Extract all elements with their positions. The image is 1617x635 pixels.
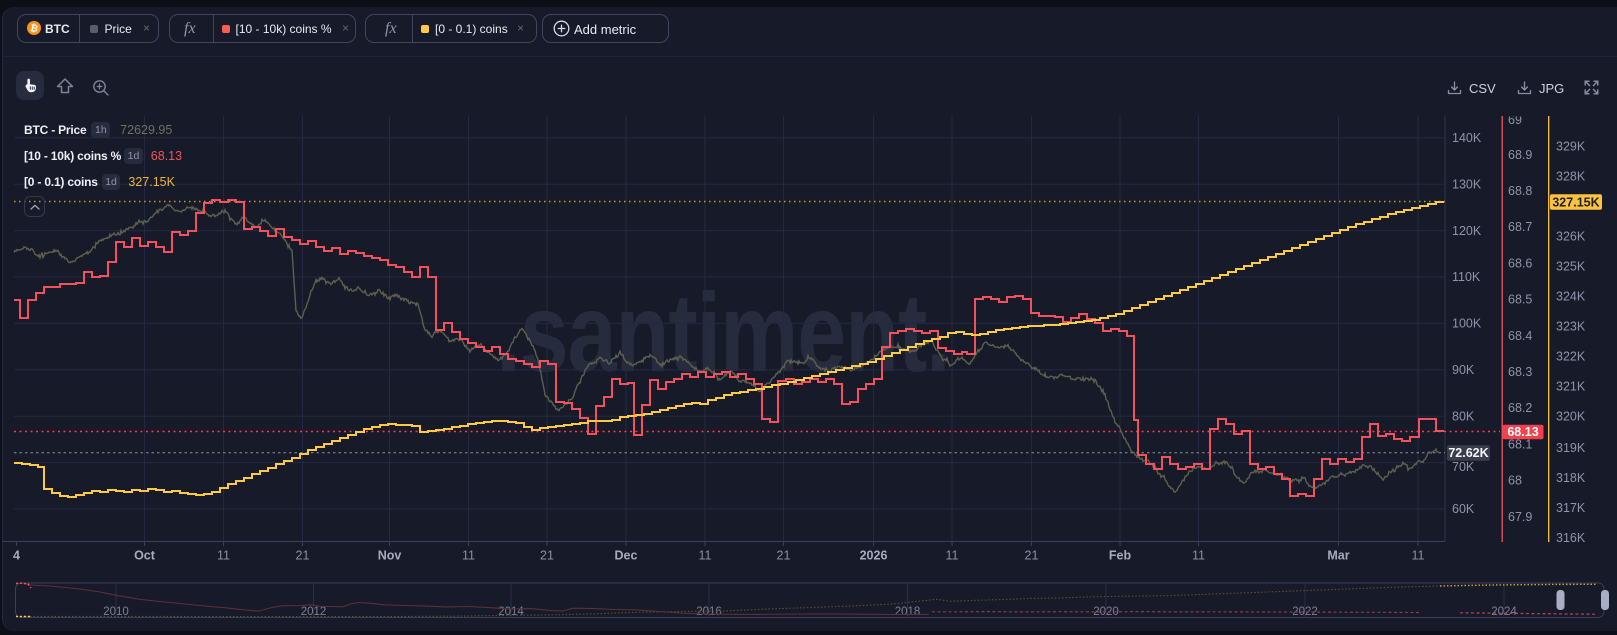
svg-text:80K: 80K xyxy=(1452,409,1475,423)
svg-text:327.15K: 327.15K xyxy=(1552,195,1599,209)
svg-text:329K: 329K xyxy=(1556,140,1586,154)
svg-text:321K: 321K xyxy=(1556,379,1586,393)
svg-text:68.13: 68.13 xyxy=(1507,425,1538,439)
svg-text:68.5: 68.5 xyxy=(1508,293,1532,307)
svg-text:70K: 70K xyxy=(1452,460,1475,474)
svg-text:Nov: Nov xyxy=(378,549,402,563)
svg-text:2012: 2012 xyxy=(301,606,327,618)
svg-text:100K: 100K xyxy=(1452,317,1482,331)
svg-text:319K: 319K xyxy=(1556,441,1586,455)
svg-text:11: 11 xyxy=(217,549,230,563)
svg-text:Feb: Feb xyxy=(1109,549,1132,563)
svg-text:11: 11 xyxy=(462,549,475,563)
svg-text:60K: 60K xyxy=(1452,502,1475,516)
svg-text:.santiment.: .santiment. xyxy=(496,271,950,395)
svg-text:110K: 110K xyxy=(1452,270,1481,284)
svg-text:2014: 2014 xyxy=(498,606,524,618)
svg-text:Dec: Dec xyxy=(615,549,638,563)
svg-text:68.7: 68.7 xyxy=(1508,220,1532,234)
svg-text:130K: 130K xyxy=(1452,177,1482,191)
svg-text:2010: 2010 xyxy=(103,606,129,618)
svg-text:11: 11 xyxy=(1412,549,1425,563)
svg-text:320K: 320K xyxy=(1556,409,1586,423)
svg-text:2020: 2020 xyxy=(1093,606,1119,618)
svg-text:fx: fx xyxy=(184,20,196,37)
svg-text:21: 21 xyxy=(540,549,554,563)
svg-text:69: 69 xyxy=(1508,113,1522,127)
svg-text:2024: 2024 xyxy=(1491,606,1517,618)
svg-text:140K: 140K xyxy=(1452,131,1482,145)
svg-text:67.9: 67.9 xyxy=(1508,510,1532,524)
svg-text:11: 11 xyxy=(946,549,959,563)
svg-text:21: 21 xyxy=(296,549,310,563)
svg-text:fx: fx xyxy=(385,20,397,37)
svg-text:325K: 325K xyxy=(1556,260,1586,274)
svg-text:317K: 317K xyxy=(1556,501,1586,515)
svg-text:21: 21 xyxy=(1025,549,1039,563)
svg-text:120K: 120K xyxy=(1452,224,1482,238)
svg-text:72.62K: 72.62K xyxy=(1448,446,1488,460)
svg-text:68.8: 68.8 xyxy=(1508,184,1532,198)
svg-text:324K: 324K xyxy=(1556,290,1586,304)
svg-text:2018: 2018 xyxy=(895,606,921,618)
svg-text:68.1: 68.1 xyxy=(1508,437,1532,451)
svg-text:322K: 322K xyxy=(1556,349,1586,363)
svg-text:₿: ₿ xyxy=(29,23,39,35)
svg-text:Mar: Mar xyxy=(1327,549,1349,563)
svg-text:4: 4 xyxy=(13,549,20,563)
svg-text:68.3: 68.3 xyxy=(1508,365,1532,379)
svg-text:2026: 2026 xyxy=(860,549,888,563)
svg-text:328K: 328K xyxy=(1556,170,1586,184)
svg-text:326K: 326K xyxy=(1556,230,1586,244)
svg-text:11: 11 xyxy=(699,549,712,563)
svg-text:318K: 318K xyxy=(1556,471,1586,485)
svg-text:2022: 2022 xyxy=(1292,606,1318,618)
svg-text:Oct: Oct xyxy=(134,549,156,563)
svg-text:323K: 323K xyxy=(1556,320,1586,334)
svg-text:68.4: 68.4 xyxy=(1508,329,1532,343)
svg-text:68.2: 68.2 xyxy=(1508,401,1532,415)
svg-text:2016: 2016 xyxy=(696,606,722,618)
svg-text:68.6: 68.6 xyxy=(1508,256,1532,270)
svg-text:68.9: 68.9 xyxy=(1508,148,1532,162)
svg-text:90K: 90K xyxy=(1452,363,1475,377)
svg-text:21: 21 xyxy=(777,549,791,563)
svg-text:316K: 316K xyxy=(1556,531,1586,545)
svg-text:68: 68 xyxy=(1508,474,1522,488)
svg-text:11: 11 xyxy=(1192,549,1205,563)
